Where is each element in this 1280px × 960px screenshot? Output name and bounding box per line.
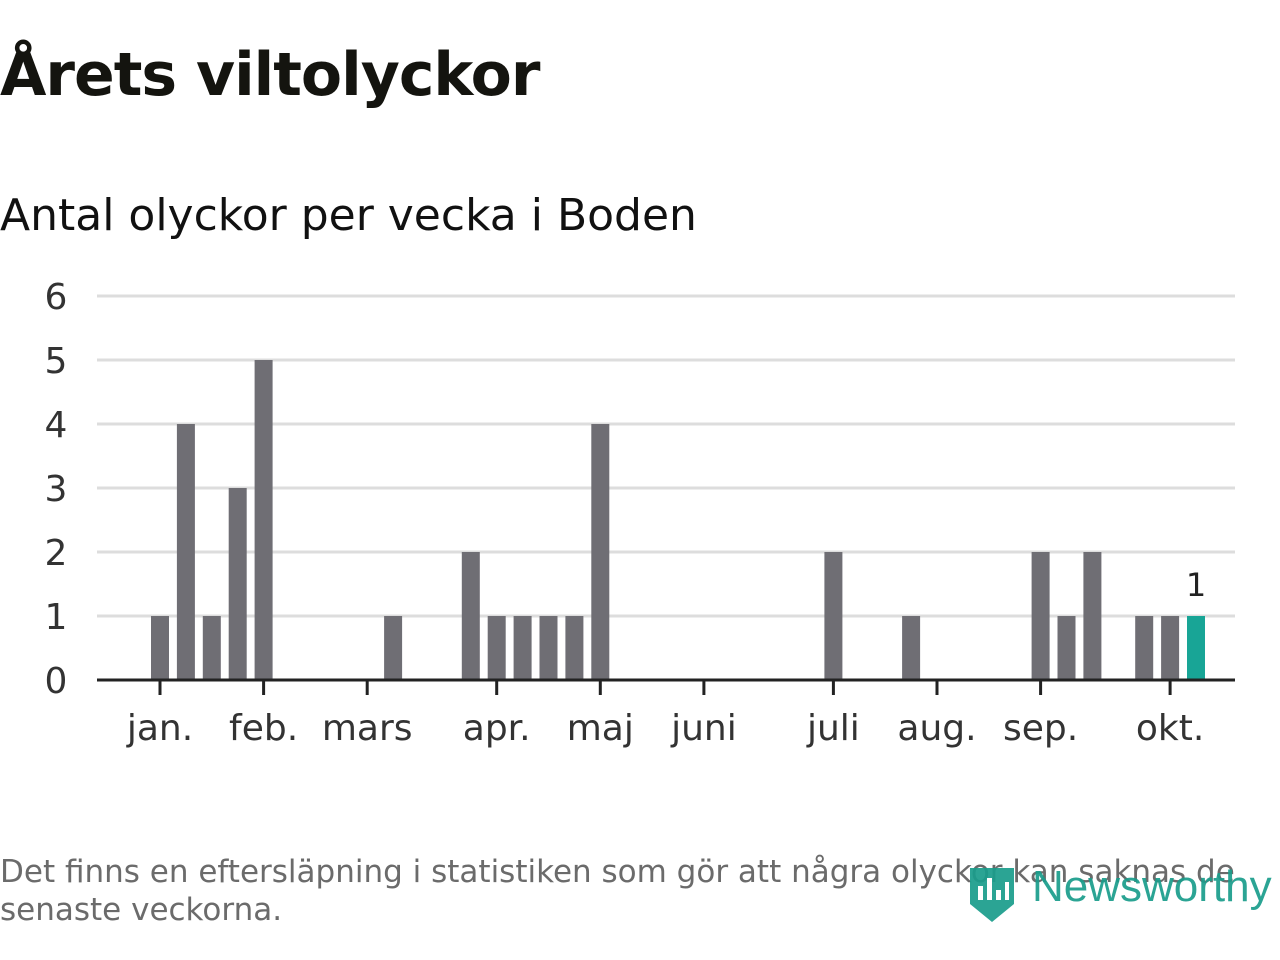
bar: [151, 616, 169, 680]
y-tick-label: 1: [45, 597, 68, 638]
x-tick-label: juni: [670, 708, 737, 749]
y-tick-label: 5: [45, 341, 68, 382]
bar: [1031, 552, 1050, 680]
newsworthy-brand: Newsworthy: [962, 860, 1277, 930]
bar: [461, 552, 480, 680]
newsworthy-logo-icon: [970, 868, 1014, 922]
x-tick-label: aug.: [897, 708, 976, 749]
bar: [254, 360, 273, 680]
bar: [591, 424, 610, 680]
bar: [902, 616, 921, 680]
x-tick-label: apr.: [463, 708, 531, 749]
bar: [176, 424, 195, 680]
bar: [565, 616, 584, 680]
chart-title: Årets viltolyckor: [0, 40, 540, 110]
y-tick-label: 4: [45, 405, 68, 446]
y-tick-label: 2: [45, 533, 68, 574]
bar: [1057, 616, 1076, 680]
bar: [384, 616, 403, 680]
bar: [1135, 616, 1154, 680]
x-tick-label: sep.: [1003, 708, 1078, 749]
brand-name: Newsworthy: [1032, 862, 1272, 911]
y-tick-label: 6: [45, 277, 68, 318]
highlight-data-label: 1: [1186, 566, 1206, 604]
x-tick-label: okt.: [1136, 708, 1204, 749]
x-tick-label: mars: [322, 708, 413, 749]
weekly-accidents-bar-chart: 0 1 2 3 4 5 6 1 jan. feb. mars apr. maj juni juli aug. s…: [45, 277, 1235, 749]
x-tick-label: maj: [567, 708, 634, 749]
x-tick-label: feb.: [229, 708, 298, 749]
x-tick-label: jan.: [126, 708, 193, 749]
bar: [824, 552, 843, 680]
x-tick-label: juli: [806, 708, 860, 749]
chart-subtitle: Antal olyckor per vecka i Boden: [0, 190, 697, 241]
bar: [202, 616, 221, 680]
bar-highlight: [1187, 616, 1205, 680]
y-tick-label: 3: [45, 469, 68, 510]
bar: [1161, 616, 1180, 680]
y-tick-label: 0: [45, 661, 68, 702]
bar: [487, 616, 506, 680]
bar: [513, 616, 532, 680]
bar: [539, 616, 558, 680]
bar: [228, 488, 247, 680]
footnote: Det finns en eftersläpning i statistiken…: [0, 854, 1235, 928]
bar: [1083, 552, 1102, 680]
